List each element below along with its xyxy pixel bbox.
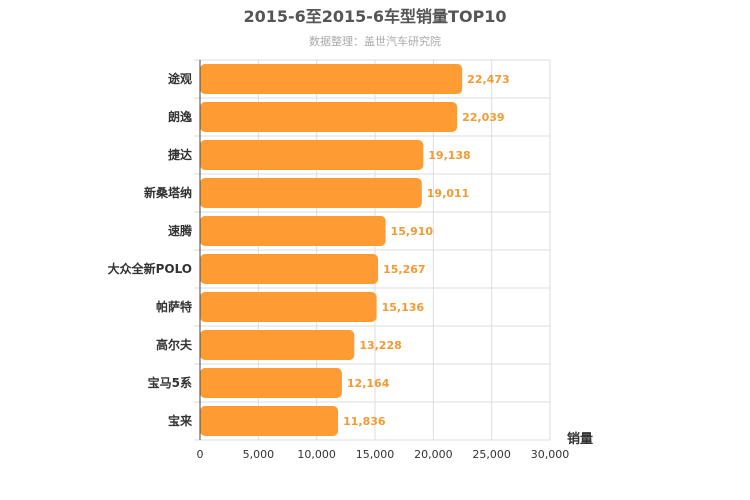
bar: [200, 292, 377, 322]
category-label: 捷达: [168, 147, 192, 162]
data-label: 15,910: [391, 225, 434, 238]
chart-title: 2015-6至2015-6车型销量TOP10: [243, 7, 506, 26]
category-label: 宝马5系: [148, 375, 192, 390]
data-label: 12,164: [347, 377, 390, 390]
x-tick-label: 0: [197, 448, 204, 461]
x-tick-label: 20,000: [414, 448, 453, 461]
grid-lines: [194, 59, 551, 441]
category-label: 帕萨特: [156, 299, 192, 314]
bar: [200, 254, 379, 284]
x-tick-label: 25,000: [472, 448, 511, 461]
data-labels: 22,473 22,039 19,138 19,011 15,910 15,267 15,1…: [343, 73, 510, 428]
bar: [200, 140, 424, 170]
bars: [200, 64, 463, 436]
bar: [200, 406, 339, 436]
category-label: 高尔夫: [156, 337, 193, 352]
category-label: 途观: [168, 71, 192, 86]
bar: [200, 64, 463, 94]
data-label: 13,228: [359, 339, 401, 352]
data-label: 22,039: [462, 111, 504, 124]
bar: [200, 178, 422, 208]
category-label: 宝来: [168, 413, 193, 428]
category-label: 新桑塔纳: [144, 185, 192, 200]
category-label: 大众全新POLO: [108, 261, 192, 276]
bar: [200, 216, 386, 246]
chart-subtitle: 数据整理：盖世汽车研究院: [309, 34, 441, 48]
x-tick-label: 5,000: [243, 448, 275, 461]
category-label: 朗逸: [168, 109, 192, 124]
data-label: 19,138: [428, 149, 470, 162]
bar: [200, 102, 458, 132]
x-tick-label: 30,000: [531, 448, 570, 461]
x-axis-ticks: 0 5,000 10,000 15,000 20,000 25,000 30,000: [197, 448, 570, 461]
category-label: 速腾: [168, 223, 193, 238]
data-label: 19,011: [427, 187, 469, 200]
bar: [200, 368, 342, 398]
data-label: 15,267: [383, 263, 425, 276]
data-label: 22,473: [467, 73, 509, 86]
x-axis-title: 销量: [567, 431, 593, 447]
data-label: 15,136: [382, 301, 425, 314]
bar: [200, 330, 355, 360]
x-tick-label: 10,000: [297, 448, 336, 461]
data-label: 11,836: [343, 415, 386, 428]
x-tick-label: 15,000: [356, 448, 395, 461]
